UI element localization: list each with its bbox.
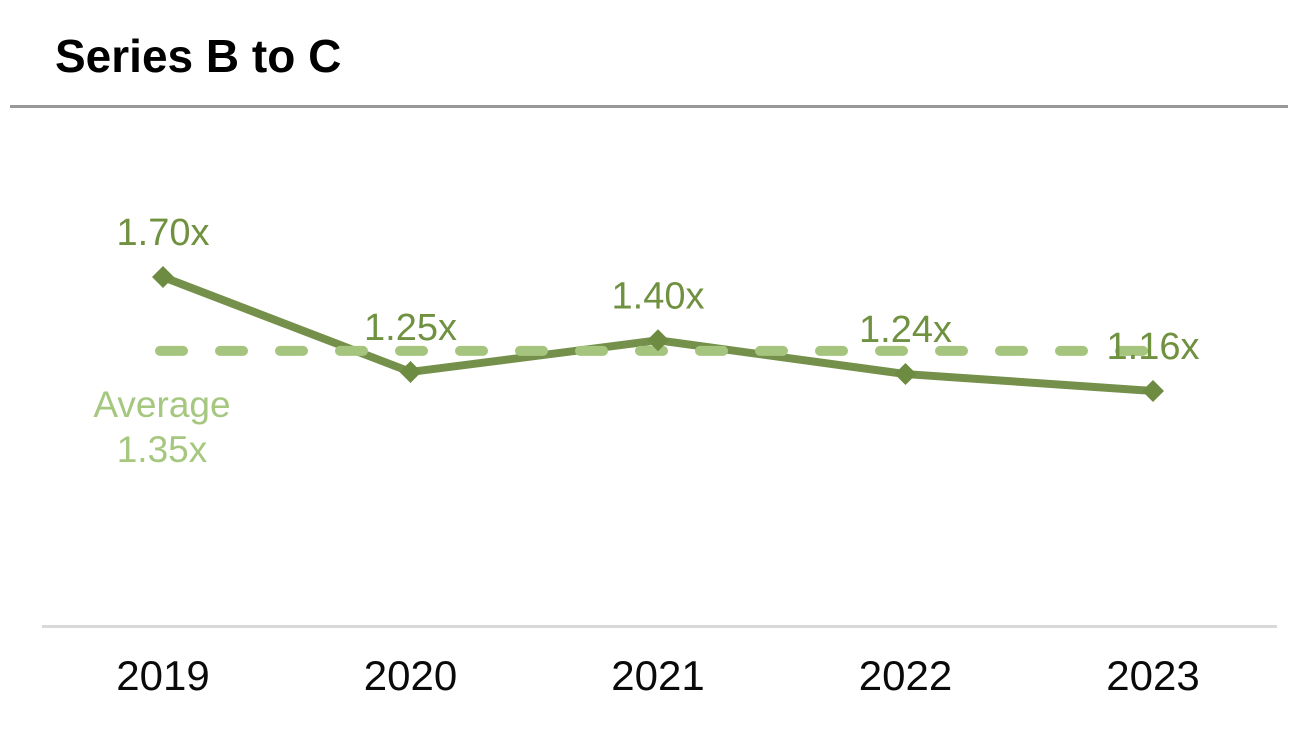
x-axis-tick-label-2022: 2022 — [859, 652, 952, 699]
x-axis-tick-label-2020: 2020 — [364, 652, 457, 699]
data-point-marker-2019 — [152, 266, 174, 288]
data-point-marker-2021 — [647, 329, 669, 352]
data-point-label-2021: 1.40x — [612, 275, 705, 317]
data-point-marker-2022 — [894, 363, 917, 386]
data-point-label-2019: 1.70x — [117, 212, 210, 254]
data-point-label-2023: 1.16x — [1107, 326, 1200, 368]
page-title: Series B to C — [55, 30, 342, 82]
x-axis-tick-label-2023: 2023 — [1106, 652, 1199, 699]
average-label-line-2: 1.35x — [117, 429, 208, 470]
average-label-line-1: Average — [93, 384, 230, 425]
title-divider — [10, 105, 1288, 108]
x-axis-tick-label-2019: 2019 — [116, 652, 209, 699]
data-point-marker-2020 — [399, 360, 422, 383]
data-point-marker-2023 — [1142, 379, 1164, 402]
x-axis-tick-label-2021: 2021 — [611, 652, 704, 699]
data-point-label-2020: 1.25x — [364, 307, 457, 349]
data-point-label-2022: 1.24x — [859, 309, 952, 351]
